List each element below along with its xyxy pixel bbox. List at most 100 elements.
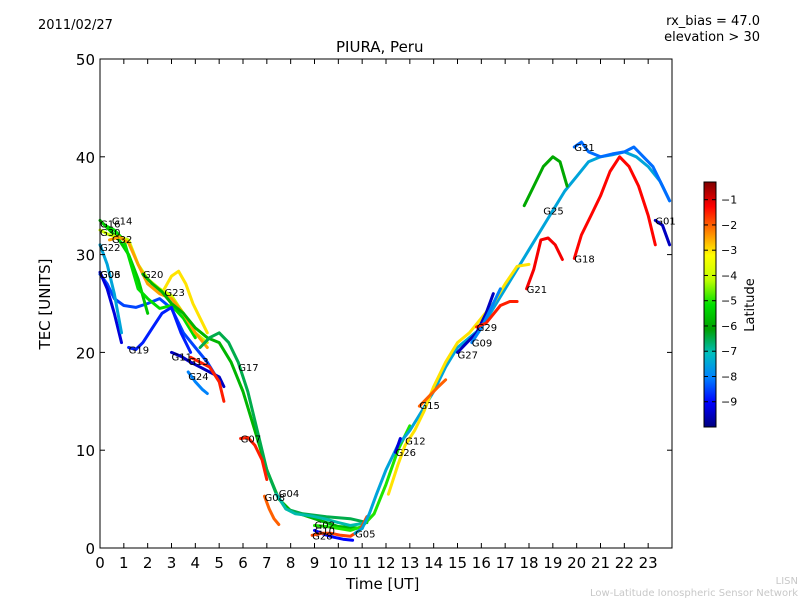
y-tick-label: 50 bbox=[76, 51, 95, 69]
satellite-label: G24 bbox=[188, 372, 208, 383]
series-g24 bbox=[186, 370, 209, 395]
series-g19 bbox=[127, 305, 193, 354]
x-tick-label: 23 bbox=[639, 554, 658, 572]
satellite-label: G23 bbox=[164, 288, 184, 299]
elevation-label: elevation > 30 bbox=[664, 30, 760, 45]
x-tick-label: 6 bbox=[238, 554, 248, 572]
colorbar-tick-label: −1 bbox=[721, 194, 737, 207]
satellite-label: G22 bbox=[100, 243, 120, 254]
x-tick-label: 4 bbox=[191, 554, 201, 572]
rx-bias-label: rx_bias = 47.0 bbox=[666, 14, 760, 29]
colorbar-tick-label: −7 bbox=[721, 345, 737, 358]
satellite-label: G30 bbox=[100, 228, 120, 239]
satellite-label: G20 bbox=[143, 270, 163, 281]
colorbar-tick-label: −6 bbox=[721, 320, 737, 333]
x-tick-label: 11 bbox=[353, 554, 372, 572]
satellite-label: G12 bbox=[405, 436, 425, 447]
series-layer bbox=[98, 140, 672, 542]
y-tick-label: 30 bbox=[76, 247, 95, 265]
series-g08 bbox=[263, 494, 281, 526]
chart-title: PIURA, Peru bbox=[336, 38, 424, 56]
satellite-label: G05 bbox=[355, 529, 375, 540]
x-tick-label: 16 bbox=[472, 554, 491, 572]
satellite-label: G04 bbox=[279, 489, 299, 500]
x-tick-label: 14 bbox=[424, 554, 443, 572]
series-g07 bbox=[239, 436, 269, 481]
satellite-label: G08 bbox=[265, 493, 285, 504]
axes: 0 1 2 3 4 5 6 7 8 9 10 11 12 13 14 15 16 17 18 19 20 21 22 2301… bbox=[76, 51, 672, 572]
series-g01 bbox=[653, 218, 672, 247]
x-tick-label: 19 bbox=[543, 554, 562, 572]
satellite-label: G29 bbox=[477, 323, 497, 334]
satellite-label: G14 bbox=[112, 216, 132, 227]
series-g11 bbox=[170, 350, 226, 389]
series-g21 bbox=[525, 236, 564, 291]
colorbar-gradient bbox=[703, 181, 717, 428]
satellite-label: G27 bbox=[458, 350, 478, 361]
satellite-label: G21 bbox=[527, 285, 547, 296]
plot-frame bbox=[99, 58, 673, 549]
x-tick-label: 2 bbox=[143, 554, 153, 572]
satellite-label: G07 bbox=[241, 435, 261, 446]
colorbar-ticks: −1 −2 −3 −4 −5 −6 −7 −8 −9 bbox=[704, 194, 737, 409]
satellite-label: G25 bbox=[543, 207, 563, 218]
series-g23 bbox=[162, 269, 209, 335]
series-g02 bbox=[313, 424, 412, 532]
series-g31 bbox=[572, 140, 672, 203]
colorbar-tick-label: −3 bbox=[721, 244, 737, 257]
x-tick-label: 0 bbox=[95, 554, 105, 572]
series-g17 bbox=[198, 331, 369, 525]
series-g09 bbox=[470, 287, 502, 345]
satellite-label: G01 bbox=[655, 216, 675, 227]
series-g13 bbox=[189, 355, 226, 403]
colorbar-tick-label: −5 bbox=[721, 295, 737, 308]
date-label: 2011/02/27 bbox=[38, 18, 113, 33]
series-g05 bbox=[353, 150, 672, 535]
x-tick-label: 5 bbox=[214, 554, 224, 572]
x-tick-label: 21 bbox=[591, 554, 610, 572]
x-tick-label: 13 bbox=[400, 554, 419, 572]
y-tick-label: 0 bbox=[85, 540, 95, 558]
series-g25 bbox=[522, 155, 569, 208]
x-axis-label: Time [UT] bbox=[346, 575, 420, 593]
x-tick-label: 22 bbox=[615, 554, 634, 572]
colorbar: −1 −2 −3 −4 −5 −6 −7 −8 −9 Latitude bbox=[703, 181, 758, 428]
satellite-label: G15 bbox=[419, 401, 439, 412]
series-g20 bbox=[141, 272, 364, 530]
series-g14 bbox=[103, 223, 197, 340]
series-g06 bbox=[98, 272, 221, 384]
x-tick-label: 1 bbox=[119, 554, 129, 572]
satellite-label: G31 bbox=[574, 143, 594, 154]
x-tick-label: 3 bbox=[167, 554, 177, 572]
x-tick-label: 20 bbox=[567, 554, 586, 572]
x-tick-label: 15 bbox=[448, 554, 467, 572]
network-full-label: Low-Latitude Ionospheric Sensor Network bbox=[590, 588, 798, 599]
network-short-label: LISN bbox=[775, 576, 798, 587]
satellite-label: G13 bbox=[188, 357, 208, 368]
x-tick-label: 12 bbox=[376, 554, 395, 572]
series-g18 bbox=[572, 155, 657, 260]
satellite-label: G18 bbox=[574, 255, 594, 266]
satellite-label: G32 bbox=[112, 235, 132, 246]
colorbar-tick-label: −2 bbox=[721, 219, 737, 232]
colorbar-label: Latitude bbox=[743, 278, 758, 332]
satellite-label: G06 bbox=[100, 270, 120, 281]
y-tick-label: 10 bbox=[76, 442, 95, 460]
series-g03 bbox=[98, 270, 123, 345]
satellite-label: G19 bbox=[129, 346, 149, 357]
colorbar-tick-label: −8 bbox=[721, 370, 737, 383]
colorbar-tick-label: −9 bbox=[721, 396, 737, 409]
satellite-label: G10 bbox=[315, 526, 335, 537]
series-g29 bbox=[475, 300, 519, 329]
satellite-label: G16 bbox=[100, 219, 120, 230]
satellite-label: G28 bbox=[312, 531, 332, 542]
x-tick-label: 9 bbox=[310, 554, 320, 572]
x-tick-label: 7 bbox=[262, 554, 272, 572]
x-tick-label: 10 bbox=[329, 554, 348, 572]
satellite-label: G17 bbox=[238, 363, 258, 374]
colorbar-tick-label: −4 bbox=[721, 269, 737, 282]
satellite-label: G11 bbox=[172, 352, 192, 363]
series-g32 bbox=[108, 235, 209, 349]
y-tick-label: 40 bbox=[76, 149, 95, 167]
